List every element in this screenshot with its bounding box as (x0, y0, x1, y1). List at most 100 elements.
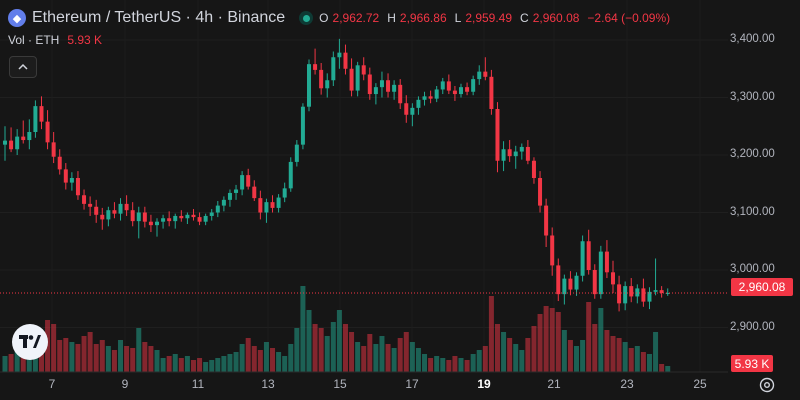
volume-bar (276, 352, 282, 372)
candle-body (367, 74, 372, 95)
candle-body (82, 195, 87, 204)
volume-bar (178, 358, 184, 372)
candle-body (489, 76, 494, 109)
volume-bar (142, 342, 148, 372)
volume-bar (628, 348, 634, 372)
volume-bar (93, 344, 99, 372)
candle-body (398, 84, 403, 104)
volume-bar (105, 346, 111, 372)
volume-bar (592, 324, 598, 372)
candle-body (63, 169, 68, 183)
candle-body (88, 203, 93, 207)
symbol-legend: ◆ Ethereum / TetherUS · 4h · Binance O 2,… (8, 8, 670, 28)
close-value: 2,960.08 (532, 11, 580, 25)
volume-bar (580, 340, 586, 372)
price-tick-label: 3,300.00 (730, 90, 775, 103)
candle-body (568, 278, 573, 290)
volume-bar (482, 346, 488, 372)
candle-body (39, 106, 44, 122)
candle-body (446, 81, 451, 91)
candle-body (647, 291, 652, 302)
volume-bar (440, 358, 446, 372)
volume-bar (519, 350, 525, 372)
candle-body (665, 293, 670, 294)
candle-body (209, 212, 214, 216)
volume-bar (391, 348, 397, 372)
volume-bar (513, 344, 519, 372)
price-tick-label: 3,400.00 (730, 33, 775, 45)
volume-bar (209, 360, 215, 372)
volume-bar (336, 310, 342, 372)
price-tick-label: 3,000.00 (730, 263, 775, 275)
candle-body (94, 206, 99, 215)
volume-bar (282, 356, 288, 372)
volume-bar (215, 358, 221, 372)
volume-bar (184, 356, 190, 372)
candle-body (562, 278, 567, 295)
candle-body (270, 202, 275, 208)
candle-body (118, 203, 123, 214)
candle-body (471, 79, 476, 92)
candle-body (337, 52, 342, 58)
candle-body (3, 140, 7, 145)
time-tick-label: 7 (48, 377, 56, 391)
volume-bar (598, 308, 604, 372)
volume-bar (270, 348, 276, 372)
candle-body (148, 221, 153, 226)
volume-bar (288, 344, 294, 372)
candle-body (252, 186, 257, 199)
volume-bar (659, 364, 665, 372)
candle-body (349, 68, 354, 91)
volume-bar (494, 324, 500, 372)
low-key: L (454, 11, 462, 25)
candle-body (580, 241, 585, 276)
candle-body (598, 251, 603, 295)
candle-body (294, 144, 299, 162)
volume-bar (397, 338, 403, 372)
candle-body (361, 65, 366, 75)
volume-bar (2, 356, 8, 372)
candle-body (124, 203, 129, 211)
candle-body (465, 87, 470, 92)
candle-body (410, 107, 415, 115)
volume-bar (124, 346, 130, 372)
candle-body (422, 96, 427, 100)
volume-bar (604, 330, 610, 372)
volume-bar (379, 336, 385, 372)
ethereum-icon: ◆ (8, 9, 26, 27)
candle-body (507, 149, 512, 157)
candle-body (185, 214, 190, 219)
tradingview-logo-icon[interactable] (12, 324, 48, 360)
candle-body (586, 241, 591, 270)
volume-bar (8, 354, 14, 372)
market-status-icon[interactable] (299, 11, 314, 25)
candle-body (531, 160, 536, 178)
volume-bar (203, 362, 209, 372)
price-candles (3, 38, 670, 312)
volume-bar (373, 344, 379, 372)
candle-body (592, 270, 597, 295)
candle-body (191, 214, 196, 218)
volume-label[interactable]: Vol · ETH (8, 33, 60, 47)
candle-body (15, 136, 20, 150)
volume-bar (190, 360, 196, 372)
symbol-title[interactable]: Ethereum / TetherUS · 4h · Binance (32, 9, 286, 26)
volume-bar (111, 350, 117, 372)
time-tick-label: 9 (121, 377, 129, 391)
candle-body (246, 175, 251, 187)
volume-bar (26, 358, 32, 372)
candle-body (355, 65, 360, 91)
settings-gear-icon[interactable] (758, 376, 776, 394)
candle-body (404, 103, 409, 115)
collapse-legend-button[interactable] (9, 56, 37, 78)
volume-bar (87, 332, 93, 372)
candle-body (155, 221, 159, 226)
candle-body (343, 52, 348, 69)
volume-bar (51, 324, 57, 372)
candle-body (659, 290, 664, 293)
candle-body (27, 132, 32, 141)
candle-body (538, 178, 543, 206)
candle-body (142, 212, 147, 222)
volume-bar (148, 346, 154, 372)
